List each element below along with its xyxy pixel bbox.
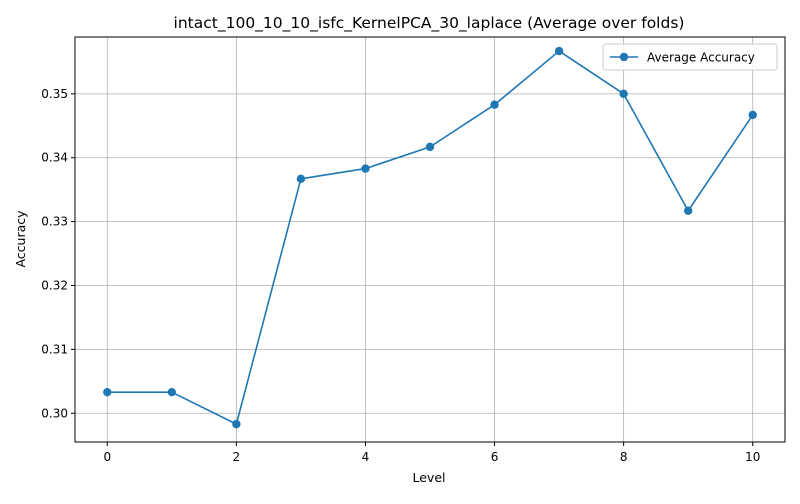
y-tick-label: 0.32: [41, 278, 68, 292]
data-point: [296, 174, 306, 184]
y-axis-ticks: 0.30 0.31 0.32 0.33 0.34 0.35: [41, 87, 75, 420]
data-point: [619, 89, 628, 99]
x-axis-ticks: 0 2 4 6 8 10: [103, 442, 760, 464]
legend-marker-swatch: [619, 52, 629, 62]
data-point: [167, 387, 177, 397]
chart-title: intact_100_10_10_isfc_KernelPCA_30_lapla…: [174, 14, 685, 33]
data-point: [425, 142, 435, 152]
y-axis-label: Accuracy: [13, 210, 28, 268]
y-tick-label: 0.31: [41, 342, 68, 356]
x-axis-label: Level: [413, 470, 446, 485]
grid: [75, 37, 785, 442]
data-point: [490, 100, 499, 109]
x-tick-label: 6: [491, 450, 499, 464]
data-point: [361, 164, 370, 173]
plot-frame: [74, 36, 786, 443]
x-tick-label: 2: [233, 450, 241, 464]
data-point: [748, 110, 757, 120]
data-point: [232, 419, 241, 429]
legend-label: Average Accuracy: [647, 51, 755, 65]
y-tick-label: 0.30: [41, 406, 68, 420]
y-tick-label: 0.33: [41, 215, 68, 229]
x-tick-label: 10: [745, 450, 760, 464]
series-layer: [103, 46, 757, 429]
data-point: [554, 46, 564, 56]
data-point: [103, 387, 112, 397]
y-tick-label: 0.34: [41, 151, 68, 165]
legend-box: [602, 43, 778, 71]
data-point: [683, 206, 693, 215]
x-tick-label: 4: [362, 450, 370, 464]
legend: Average Accuracy: [602, 43, 778, 71]
x-tick-label: 0: [103, 450, 111, 464]
y-tick-label: 0.35: [41, 87, 68, 101]
x-tick-label: 8: [620, 450, 628, 464]
series-line: [107, 50, 754, 425]
